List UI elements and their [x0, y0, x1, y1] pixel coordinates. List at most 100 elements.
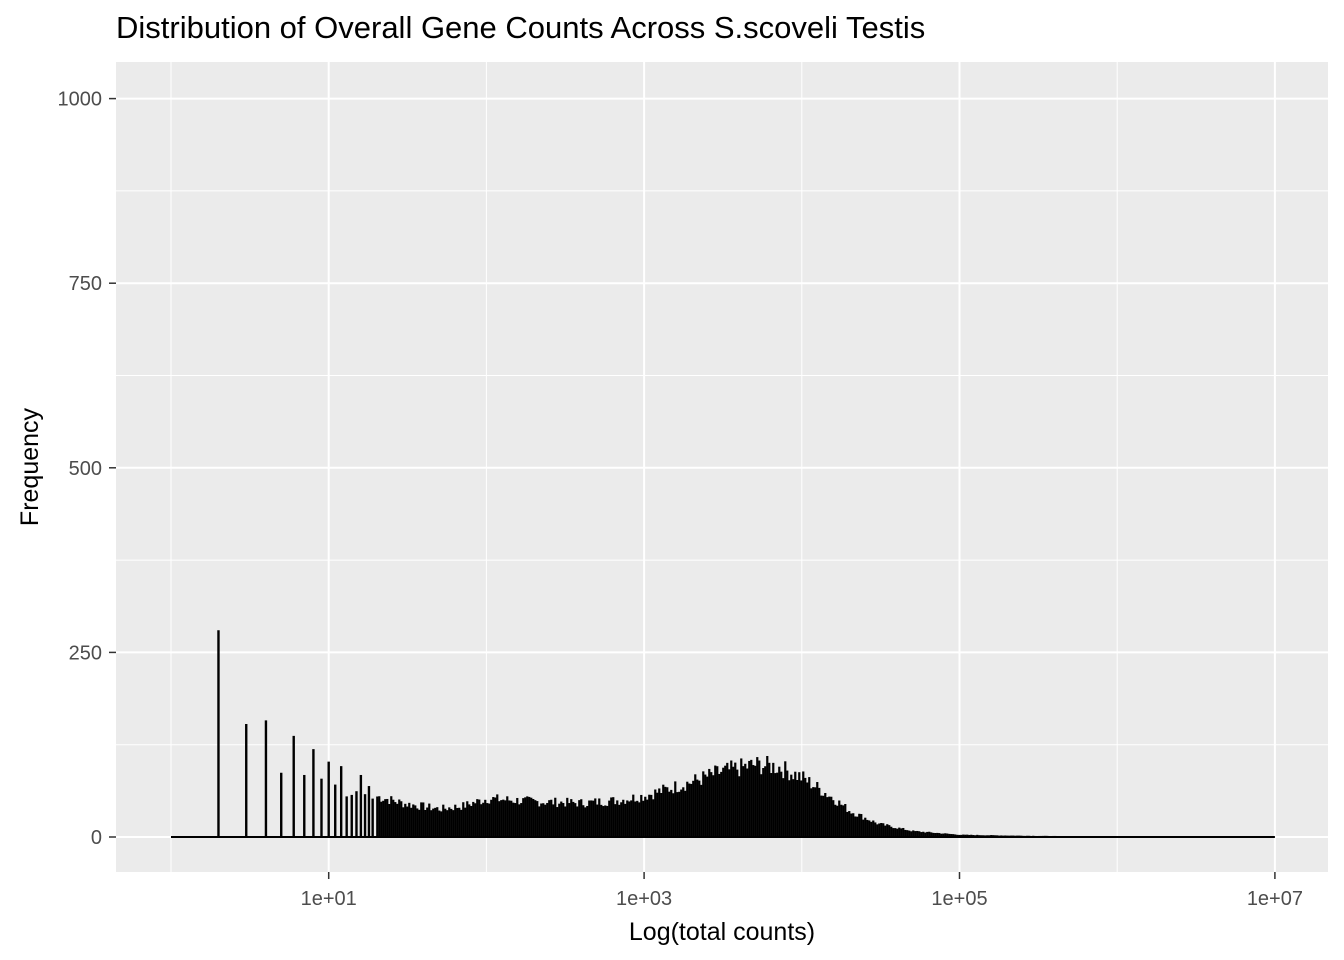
histogram-bar	[456, 807, 459, 837]
histogram-bar	[726, 762, 729, 837]
histogram-bar	[1066, 836, 1069, 837]
histogram-bar	[538, 806, 541, 837]
histogram-bar	[614, 804, 617, 837]
histogram-bar	[666, 787, 669, 837]
histogram-bar	[740, 758, 743, 837]
histogram-bar	[992, 835, 995, 837]
y-tick-label: 0	[91, 827, 102, 849]
histogram-bar	[882, 823, 885, 837]
histogram-bar	[788, 780, 791, 837]
histogram-bar	[822, 795, 825, 837]
histogram-bar	[548, 800, 551, 837]
histogram-bar	[796, 779, 799, 837]
histogram-bar	[1012, 835, 1015, 837]
histogram-bar	[580, 799, 583, 837]
histogram-bar	[702, 771, 705, 837]
histogram-bar	[1026, 835, 1029, 837]
histogram-bar	[1034, 835, 1037, 837]
histogram-bar	[480, 804, 483, 837]
histogram-bar	[1074, 836, 1077, 837]
histogram-bar	[694, 774, 697, 837]
histogram-bar	[598, 798, 601, 837]
histogram-bar	[780, 771, 783, 837]
histogram-bar	[526, 796, 529, 837]
chart-title: Distribution of Overall Gene Counts Acro…	[116, 10, 926, 45]
histogram-bar	[648, 794, 651, 837]
x-axis-title: Log(total counts)	[629, 918, 815, 946]
histogram-bar	[690, 783, 693, 837]
histogram-bar	[790, 774, 793, 837]
histogram-bar	[1052, 835, 1055, 837]
histogram-bar	[566, 797, 569, 837]
histogram-bar	[1046, 835, 1049, 837]
histogram-bar	[1072, 836, 1075, 837]
histogram-bar	[584, 807, 587, 837]
histogram-bar	[454, 804, 457, 837]
histogram-bar	[854, 816, 857, 837]
histogram-bar	[778, 766, 781, 837]
histogram-bar	[856, 816, 859, 837]
histogram-bar	[868, 820, 871, 837]
histogram-bar	[612, 797, 615, 837]
histogram-bar	[484, 799, 487, 837]
histogram-bar	[820, 795, 823, 837]
histogram-bar	[636, 800, 639, 837]
histogram-bar	[816, 782, 819, 837]
histogram-bar	[898, 827, 901, 837]
histogram-bar	[774, 773, 777, 837]
histogram-bar	[892, 828, 895, 837]
x-tick-label: 1e+05	[931, 888, 987, 910]
histogram-bar	[430, 810, 433, 837]
histogram-bar	[1060, 836, 1063, 837]
histogram-bar	[1000, 835, 1003, 837]
histogram-bar	[618, 804, 621, 837]
histogram-bar	[836, 805, 839, 837]
histogram-bar	[902, 827, 905, 837]
histogram-bar	[1004, 835, 1007, 837]
histogram-bar	[458, 807, 461, 837]
histogram-bar	[564, 806, 567, 837]
histogram-bar	[1070, 836, 1073, 837]
histogram-bar	[976, 834, 979, 837]
y-axis-title: Frequency	[16, 407, 44, 526]
y-tick-label: 500	[69, 458, 102, 480]
histogram-bar	[496, 794, 499, 837]
histogram-bar	[402, 807, 405, 837]
histogram-bar	[988, 835, 991, 837]
histogram-bar	[444, 808, 447, 837]
histogram-bar	[810, 788, 813, 837]
histogram-bar	[592, 800, 595, 837]
histogram-bar	[688, 783, 691, 837]
histogram-bar	[714, 765, 717, 837]
histogram-bar	[560, 801, 563, 837]
histogram-bar	[478, 799, 481, 837]
histogram-bar	[534, 800, 537, 837]
histogram-bar	[414, 805, 417, 837]
histogram-bar	[552, 804, 555, 837]
histogram-bar	[782, 778, 785, 837]
histogram-bar	[476, 799, 479, 837]
histogram-bar	[630, 800, 633, 837]
histogram-bar	[908, 830, 911, 837]
histogram-bar	[904, 829, 907, 837]
histogram-bar	[468, 804, 471, 837]
histogram-bar	[620, 802, 623, 837]
histogram-bar	[550, 799, 553, 837]
histogram-bar	[758, 760, 761, 837]
histogram-bar	[704, 774, 707, 837]
histogram-bar	[940, 833, 943, 837]
histogram-bar	[544, 804, 547, 837]
histogram-bar	[872, 820, 875, 837]
histogram-bar	[650, 794, 653, 837]
histogram-bar	[948, 833, 951, 837]
histogram-bar	[738, 776, 741, 837]
histogram-bar	[554, 797, 557, 837]
histogram-bar	[1032, 835, 1035, 837]
histogram-bar	[390, 796, 393, 837]
histogram-bar	[874, 822, 877, 837]
histogram-bar	[528, 796, 531, 837]
histogram-bar	[798, 772, 801, 837]
histogram-bar	[428, 803, 431, 837]
histogram-bar	[542, 803, 545, 837]
histogram-bar	[608, 800, 611, 837]
